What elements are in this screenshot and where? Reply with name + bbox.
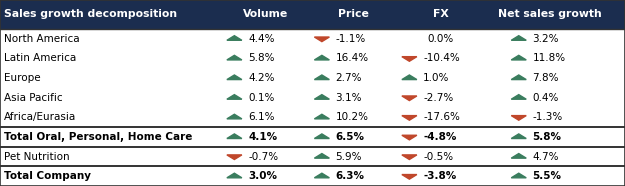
Text: 2.7%: 2.7% <box>336 73 362 83</box>
Text: North America: North America <box>4 34 79 44</box>
Text: -4.8%: -4.8% <box>423 132 456 142</box>
Bar <box>0 0 625 29</box>
Bar <box>0 88 625 108</box>
Bar <box>0 147 625 166</box>
Text: 5.5%: 5.5% <box>532 171 561 181</box>
Bar <box>0 49 625 68</box>
Text: Volume: Volume <box>243 9 288 19</box>
Polygon shape <box>227 55 242 60</box>
Polygon shape <box>402 57 417 61</box>
Polygon shape <box>314 173 329 178</box>
Text: Africa/Eurasia: Africa/Eurasia <box>4 112 76 122</box>
Polygon shape <box>314 134 329 139</box>
Text: Asia Pacific: Asia Pacific <box>4 93 62 103</box>
Text: -0.5%: -0.5% <box>423 152 453 161</box>
Polygon shape <box>511 36 526 40</box>
Text: 10.2%: 10.2% <box>336 112 369 122</box>
Text: 4.7%: 4.7% <box>532 152 559 161</box>
Text: 7.8%: 7.8% <box>532 73 559 83</box>
Polygon shape <box>227 114 242 119</box>
Bar <box>0 127 625 147</box>
Text: Europe: Europe <box>4 73 41 83</box>
Bar <box>0 107 625 127</box>
Polygon shape <box>314 37 329 42</box>
Polygon shape <box>227 75 242 80</box>
Text: 3.1%: 3.1% <box>336 93 362 103</box>
Polygon shape <box>227 173 242 178</box>
Text: -1.3%: -1.3% <box>532 112 562 122</box>
Text: 1.0%: 1.0% <box>423 73 449 83</box>
Polygon shape <box>314 114 329 119</box>
Text: 5.8%: 5.8% <box>248 53 274 63</box>
Polygon shape <box>402 75 417 80</box>
Text: -0.7%: -0.7% <box>248 152 278 161</box>
Polygon shape <box>511 75 526 80</box>
Text: 3.0%: 3.0% <box>248 171 277 181</box>
Text: 0.4%: 0.4% <box>532 93 559 103</box>
Polygon shape <box>402 174 417 179</box>
Text: Latin America: Latin America <box>4 53 76 63</box>
Polygon shape <box>227 155 242 160</box>
Text: 5.9%: 5.9% <box>336 152 362 161</box>
Text: -17.6%: -17.6% <box>423 112 460 122</box>
Polygon shape <box>511 55 526 60</box>
Polygon shape <box>227 36 242 40</box>
Polygon shape <box>402 116 417 120</box>
Text: 4.2%: 4.2% <box>248 73 274 83</box>
Text: -10.4%: -10.4% <box>423 53 460 63</box>
Polygon shape <box>227 134 242 139</box>
Text: FX: FX <box>432 9 449 19</box>
Text: 4.1%: 4.1% <box>248 132 278 142</box>
Polygon shape <box>314 55 329 60</box>
Text: 11.8%: 11.8% <box>532 53 566 63</box>
Bar <box>0 166 625 186</box>
Polygon shape <box>227 95 242 99</box>
Polygon shape <box>314 154 329 158</box>
Bar <box>0 29 625 49</box>
Text: 6.3%: 6.3% <box>336 171 364 181</box>
Text: 3.2%: 3.2% <box>532 34 559 44</box>
Text: Sales growth decomposition: Sales growth decomposition <box>4 9 177 19</box>
Text: -2.7%: -2.7% <box>423 93 453 103</box>
Polygon shape <box>511 95 526 99</box>
Bar <box>0 68 625 88</box>
Polygon shape <box>314 75 329 80</box>
Text: 6.1%: 6.1% <box>248 112 274 122</box>
Text: -1.1%: -1.1% <box>336 34 366 44</box>
Polygon shape <box>314 95 329 99</box>
Text: Net sales growth: Net sales growth <box>498 9 602 19</box>
Text: Price: Price <box>338 9 369 19</box>
Text: 16.4%: 16.4% <box>336 53 369 63</box>
Text: Total Company: Total Company <box>4 171 91 181</box>
Polygon shape <box>402 155 417 160</box>
Polygon shape <box>402 135 417 140</box>
Polygon shape <box>511 134 526 139</box>
Polygon shape <box>402 96 417 101</box>
Text: 6.5%: 6.5% <box>336 132 364 142</box>
Polygon shape <box>511 116 526 120</box>
Polygon shape <box>511 173 526 178</box>
Text: Total Oral, Personal, Home Care: Total Oral, Personal, Home Care <box>4 132 192 142</box>
Text: -3.8%: -3.8% <box>423 171 456 181</box>
Polygon shape <box>511 154 526 158</box>
Text: 0.0%: 0.0% <box>428 34 454 44</box>
Text: Pet Nutrition: Pet Nutrition <box>4 152 69 161</box>
Text: 0.1%: 0.1% <box>248 93 274 103</box>
Text: 4.4%: 4.4% <box>248 34 274 44</box>
Text: 5.8%: 5.8% <box>532 132 561 142</box>
